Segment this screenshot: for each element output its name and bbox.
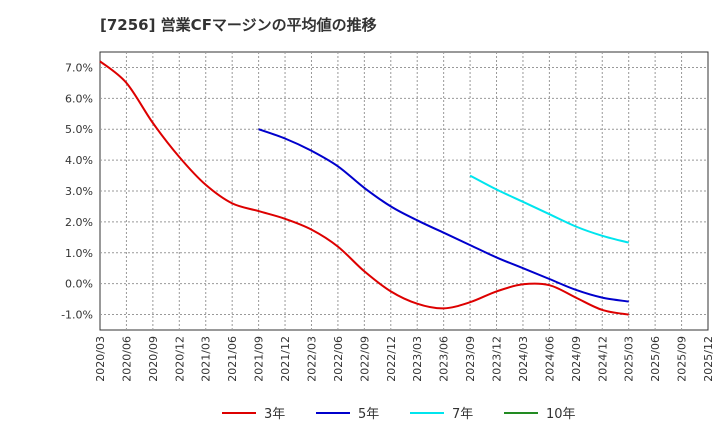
x-tick-label: 2020/06 [120, 336, 133, 382]
x-tick-label: 2020/03 [94, 336, 107, 382]
legend: 3年 5年 7年 10年 [222, 407, 576, 422]
series-line-7 [469, 174, 629, 244]
y-axis: -1.0% 0.0% 1.0% 2.0% 3.0% 4.0% 5.0% 6.0% 7.0% [61, 61, 93, 321]
x-tick-label: 2020/12 [173, 336, 186, 382]
x-tick-label: 2022/12 [385, 336, 398, 382]
y-tick-label: 2.0% [65, 216, 93, 229]
y-tick-label: 0.0% [65, 278, 93, 291]
y-tick-label: -1.0% [61, 309, 93, 322]
x-tick-label: 2022/06 [332, 336, 345, 382]
x-tick-label: 2020/09 [147, 336, 160, 382]
x-tick-label: 2025/03 [623, 336, 636, 382]
y-tick-label: 6.0% [65, 92, 93, 105]
legend-label-3: 3年 [264, 407, 285, 422]
x-tick-label: 2025/09 [676, 336, 689, 382]
x-tick-label: 2021/03 [200, 336, 213, 382]
x-tick-label: 2023/12 [491, 336, 504, 382]
x-tick-label: 2021/12 [279, 336, 292, 382]
x-tick-label: 2023/03 [411, 336, 424, 382]
x-tick-label: 2022/03 [305, 336, 318, 382]
grid [100, 52, 708, 330]
series-lines [99, 60, 629, 316]
x-tick-label: 2021/09 [253, 336, 266, 382]
x-axis: 2020/03 2020/06 2020/09 2020/12 2021/03 2021/… [94, 336, 715, 382]
x-tick-label: 2024/09 [570, 336, 583, 382]
y-tick-label: 3.0% [65, 185, 93, 198]
x-tick-label: 2024/06 [543, 336, 556, 382]
legend-label-7: 7年 [452, 407, 473, 422]
y-tick-label: 5.0% [65, 123, 93, 136]
legend-label-5: 5年 [358, 407, 379, 422]
x-tick-label: 2021/06 [226, 336, 239, 382]
series-line-3 [99, 60, 629, 316]
x-tick-label: 2023/09 [464, 336, 477, 382]
x-tick-label: 2024/12 [596, 336, 609, 382]
x-tick-label: 2025/06 [649, 336, 662, 382]
x-tick-label: 2022/09 [358, 336, 371, 382]
series-line-5 [258, 128, 629, 303]
legend-label-10: 10年 [546, 407, 576, 422]
chart-title: [7256] 営業CFマージンの平均値の推移 [100, 16, 377, 34]
x-tick-label: 2023/06 [438, 336, 451, 382]
x-tick-label: 2024/03 [517, 336, 530, 382]
x-tick-label: 2025/12 [702, 336, 715, 382]
y-tick-label: 1.0% [65, 247, 93, 260]
y-tick-label: 7.0% [65, 61, 93, 74]
y-tick-label: 4.0% [65, 154, 93, 167]
